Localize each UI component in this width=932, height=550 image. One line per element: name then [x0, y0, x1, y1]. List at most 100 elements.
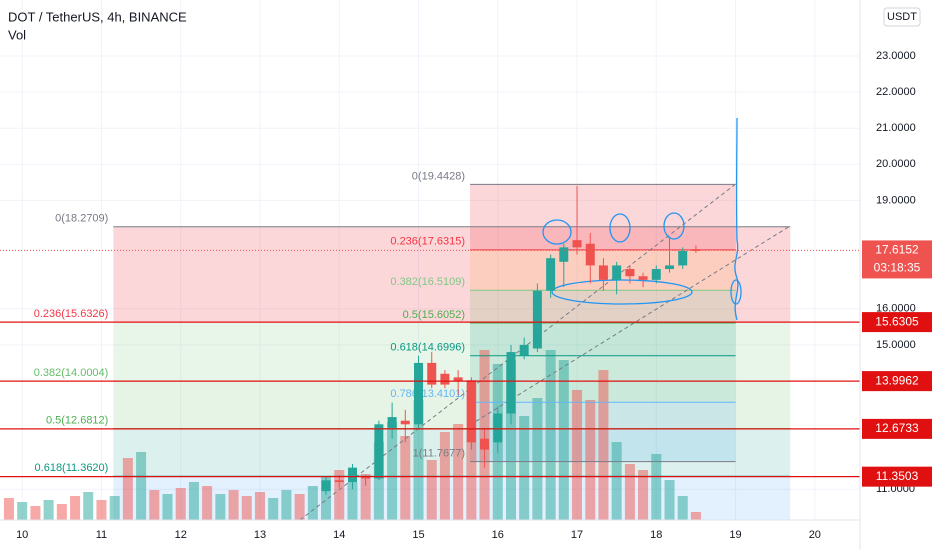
last-price-tag: [862, 240, 932, 279]
drawing: [663, 212, 685, 240]
y-tick-label: 19.0000: [876, 194, 916, 206]
fib-label: 0.618(14.6996): [390, 342, 465, 354]
fib-band: [113, 476, 791, 520]
candle-body: [638, 276, 648, 280]
candle-body: [546, 258, 556, 291]
candle-body: [493, 413, 503, 443]
fib-label: 1(11.7677): [413, 447, 465, 459]
candle-body: [440, 373, 450, 385]
candle-body: [453, 377, 463, 381]
chart-title: DOT / TetherUS, 4h, BINANCE: [8, 9, 187, 24]
volume-bar: [136, 452, 147, 520]
x-tick-label: 15: [412, 529, 424, 541]
y-tick-label: 16.0000: [876, 303, 916, 315]
candle-body: [334, 480, 344, 483]
volume-bar: [202, 486, 213, 520]
volume-bar: [215, 494, 226, 520]
candle-body: [427, 362, 437, 385]
drawing: [734, 117, 739, 321]
x-tick-label: 12: [175, 529, 187, 541]
fib-band: [113, 380, 791, 429]
last-price-label: 17.6152: [875, 243, 919, 257]
volume-bar: [70, 496, 81, 520]
fib-label: 0.618(11.3620): [35, 462, 109, 474]
volume-bar: [466, 380, 477, 520]
fib-label: 0.236(17.6315): [390, 236, 465, 248]
drawing: [542, 219, 572, 245]
fib-band: [470, 323, 736, 356]
fib-band: [113, 226, 791, 323]
fib-label: 0.5(12.6812): [46, 415, 108, 427]
y-tick-label: 23.0000: [876, 50, 916, 62]
candle-body: [321, 480, 331, 492]
volume-bar: [598, 370, 609, 520]
volume-bar: [426, 460, 437, 520]
volume-bar: [17, 502, 28, 520]
fib-band: [113, 322, 791, 381]
candles: [321, 185, 701, 495]
price-lines: [0, 249, 860, 478]
fib-label: 0.382(14.0004): [34, 367, 109, 379]
volume-bar: [677, 496, 688, 520]
time-axis: [0, 520, 932, 550]
fib-label: 0(19.4428): [412, 170, 465, 182]
candle-body: [506, 352, 516, 414]
candle-body: [387, 417, 397, 428]
y-tick-label: 21.0000: [876, 122, 916, 134]
fib-band: [470, 184, 736, 250]
fib-label: 0.5(15.6052): [403, 309, 465, 321]
volume-bar: [347, 482, 358, 520]
price-tag: [862, 312, 932, 333]
volume-bar: [294, 494, 305, 520]
volume-bar: [281, 490, 292, 520]
candle-body: [625, 269, 635, 277]
volume-label: Vol: [8, 27, 26, 42]
candle-body: [414, 362, 424, 425]
volume-bar: [241, 496, 252, 520]
volume-bar: [83, 492, 94, 520]
candle-body: [400, 420, 410, 425]
candle-body: [572, 240, 582, 248]
volume-bar: [188, 482, 199, 520]
volume-bar: [373, 442, 384, 520]
volume-bar: [664, 480, 675, 520]
x-tick-label: 10: [16, 529, 28, 541]
volume-bar: [400, 436, 411, 520]
x-tick-label: 13: [254, 529, 266, 541]
volume-bar: [254, 492, 265, 520]
fib-label: 0.382(16.5109): [390, 276, 465, 288]
volume-bar: [334, 470, 345, 520]
volume-bar: [690, 512, 701, 520]
candle-body: [691, 249, 701, 251]
price-tag-label: 12.6733: [875, 421, 919, 435]
x-tick-label: 19: [729, 529, 741, 541]
volume-bar: [109, 496, 120, 520]
volume-bar: [506, 360, 517, 520]
candle-body: [598, 265, 608, 280]
volume-bar: [413, 400, 424, 520]
candle-body: [361, 476, 371, 479]
price-tag-label: 13.9962: [875, 373, 919, 387]
volume-bar: [585, 400, 596, 520]
x-tick-label: 20: [809, 529, 821, 541]
volume: [3, 350, 701, 520]
volume-bar: [175, 488, 186, 520]
candle-body: [612, 265, 622, 280]
volume-bar: [307, 486, 318, 520]
volume-bar: [387, 422, 398, 520]
currency-box[interactable]: [883, 7, 921, 27]
fib-label: 0(18.2709): [55, 213, 108, 225]
x-tick-label: 16: [492, 529, 504, 541]
x-tick-label: 11: [96, 529, 107, 541]
volume-bar: [228, 490, 239, 520]
volume-bar: [519, 416, 530, 520]
price-tag-label: 15.6305: [875, 314, 919, 328]
volume-bar: [453, 424, 464, 520]
volume-bar: [558, 360, 569, 520]
y-tick-label: 15.0000: [876, 339, 916, 351]
volume-bar: [532, 398, 543, 520]
trend-line: [299, 182, 738, 521]
volume-bar: [268, 498, 279, 520]
volume-bar: [611, 442, 622, 520]
